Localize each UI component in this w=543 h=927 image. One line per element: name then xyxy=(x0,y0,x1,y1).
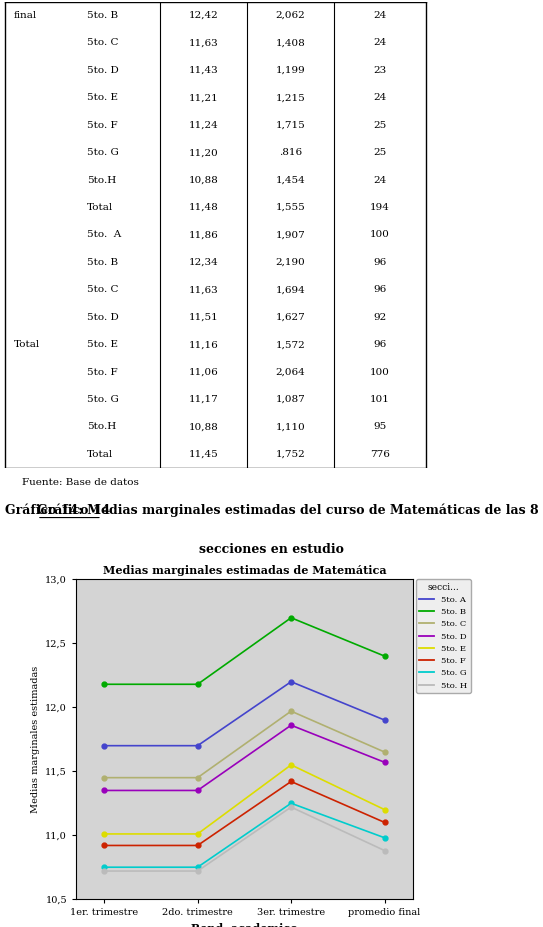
Text: 11,48: 11,48 xyxy=(189,203,218,212)
Text: 1,110: 1,110 xyxy=(276,423,305,431)
Text: 96: 96 xyxy=(374,286,387,295)
Text: 24: 24 xyxy=(374,175,387,184)
Text: 194: 194 xyxy=(370,203,390,212)
Text: 1,555: 1,555 xyxy=(276,203,305,212)
Text: .816: .816 xyxy=(279,148,302,158)
Text: 5to. B: 5to. B xyxy=(87,258,118,267)
Text: 5to.H: 5to.H xyxy=(87,423,116,431)
Text: 1,087: 1,087 xyxy=(276,395,305,404)
Text: 5to. E: 5to. E xyxy=(87,340,118,349)
Text: 1,694: 1,694 xyxy=(276,286,305,295)
Text: 11,16: 11,16 xyxy=(189,340,218,349)
Text: 12,34: 12,34 xyxy=(189,258,218,267)
Text: Total: Total xyxy=(87,450,113,459)
Text: 11,45: 11,45 xyxy=(189,450,218,459)
Text: 5to. D: 5to. D xyxy=(87,312,118,322)
Text: 5to. G: 5to. G xyxy=(87,395,119,404)
Text: Gráfico 14: Gráfico 14 xyxy=(37,504,110,517)
Text: 11,51: 11,51 xyxy=(189,312,218,322)
Text: 1,408: 1,408 xyxy=(276,39,305,47)
Text: 24: 24 xyxy=(374,11,387,20)
Text: 11,17: 11,17 xyxy=(189,395,218,404)
Text: 1,454: 1,454 xyxy=(276,175,305,184)
Text: 5to. D: 5to. D xyxy=(87,66,118,75)
Text: Total: Total xyxy=(87,203,113,212)
Text: 11,43: 11,43 xyxy=(189,66,218,75)
Text: 2,190: 2,190 xyxy=(276,258,305,267)
Text: 25: 25 xyxy=(374,121,387,130)
Text: 95: 95 xyxy=(374,423,387,431)
Text: 10,88: 10,88 xyxy=(189,423,218,431)
Text: 5to. C: 5to. C xyxy=(87,286,118,295)
Text: 92: 92 xyxy=(374,312,387,322)
Text: 5to. F: 5to. F xyxy=(87,121,117,130)
Text: 1,215: 1,215 xyxy=(276,94,305,102)
Text: 5to. B: 5to. B xyxy=(87,11,118,20)
Text: 11,86: 11,86 xyxy=(189,231,218,239)
Text: 5to.  A: 5to. A xyxy=(87,231,121,239)
Text: 11,06: 11,06 xyxy=(189,368,218,376)
Text: 776: 776 xyxy=(370,450,390,459)
Text: 1,199: 1,199 xyxy=(276,66,305,75)
Text: 100: 100 xyxy=(370,231,390,239)
Text: 5to.H: 5to.H xyxy=(87,175,116,184)
Text: 10,88: 10,88 xyxy=(189,175,218,184)
Text: 11,63: 11,63 xyxy=(189,39,218,47)
Text: 12,42: 12,42 xyxy=(189,11,218,20)
Text: 24: 24 xyxy=(374,39,387,47)
Text: 11,20: 11,20 xyxy=(189,148,218,158)
Y-axis label: Medias marginales estimadas: Medias marginales estimadas xyxy=(31,666,40,813)
Text: 23: 23 xyxy=(374,66,387,75)
Text: 5to. C: 5to. C xyxy=(87,39,118,47)
Text: final: final xyxy=(14,11,37,20)
Text: 101: 101 xyxy=(370,395,390,404)
Text: 100: 100 xyxy=(370,368,390,376)
Text: 1,907: 1,907 xyxy=(276,231,305,239)
Text: Gráfico 14: Medias marginales estimadas del curso de Matemáticas de las 8: Gráfico 14: Medias marginales estimadas … xyxy=(5,503,538,517)
Text: 96: 96 xyxy=(374,340,387,349)
Text: Total: Total xyxy=(14,340,40,349)
Text: 25: 25 xyxy=(374,148,387,158)
Text: Fuente: Base de datos: Fuente: Base de datos xyxy=(22,478,138,488)
Text: 5to. F: 5to. F xyxy=(87,368,117,376)
Legend: 5to. A, 5to. B, 5to. C, 5to. D, 5to. E, 5to. F, 5to. G, 5to. H: 5to. A, 5to. B, 5to. C, 5to. D, 5to. E, … xyxy=(416,579,471,693)
Title: Medias marginales estimadas de Matemática: Medias marginales estimadas de Matemátic… xyxy=(103,565,386,576)
Text: 2,062: 2,062 xyxy=(276,11,305,20)
Text: 11,63: 11,63 xyxy=(189,286,218,295)
Text: 2,064: 2,064 xyxy=(276,368,305,376)
Text: 5to. G: 5to. G xyxy=(87,148,119,158)
Text: 1,752: 1,752 xyxy=(276,450,305,459)
Text: 11,24: 11,24 xyxy=(189,121,218,130)
Text: 1,572: 1,572 xyxy=(276,340,305,349)
Text: 96: 96 xyxy=(374,258,387,267)
Text: 11,21: 11,21 xyxy=(189,94,218,102)
Text: 1,715: 1,715 xyxy=(276,121,305,130)
Text: secciones en estudio: secciones en estudio xyxy=(199,543,344,556)
X-axis label: Rend. academico: Rend. academico xyxy=(191,922,298,927)
Text: 5to. E: 5to. E xyxy=(87,94,118,102)
Text: 1,627: 1,627 xyxy=(276,312,305,322)
Text: 24: 24 xyxy=(374,94,387,102)
